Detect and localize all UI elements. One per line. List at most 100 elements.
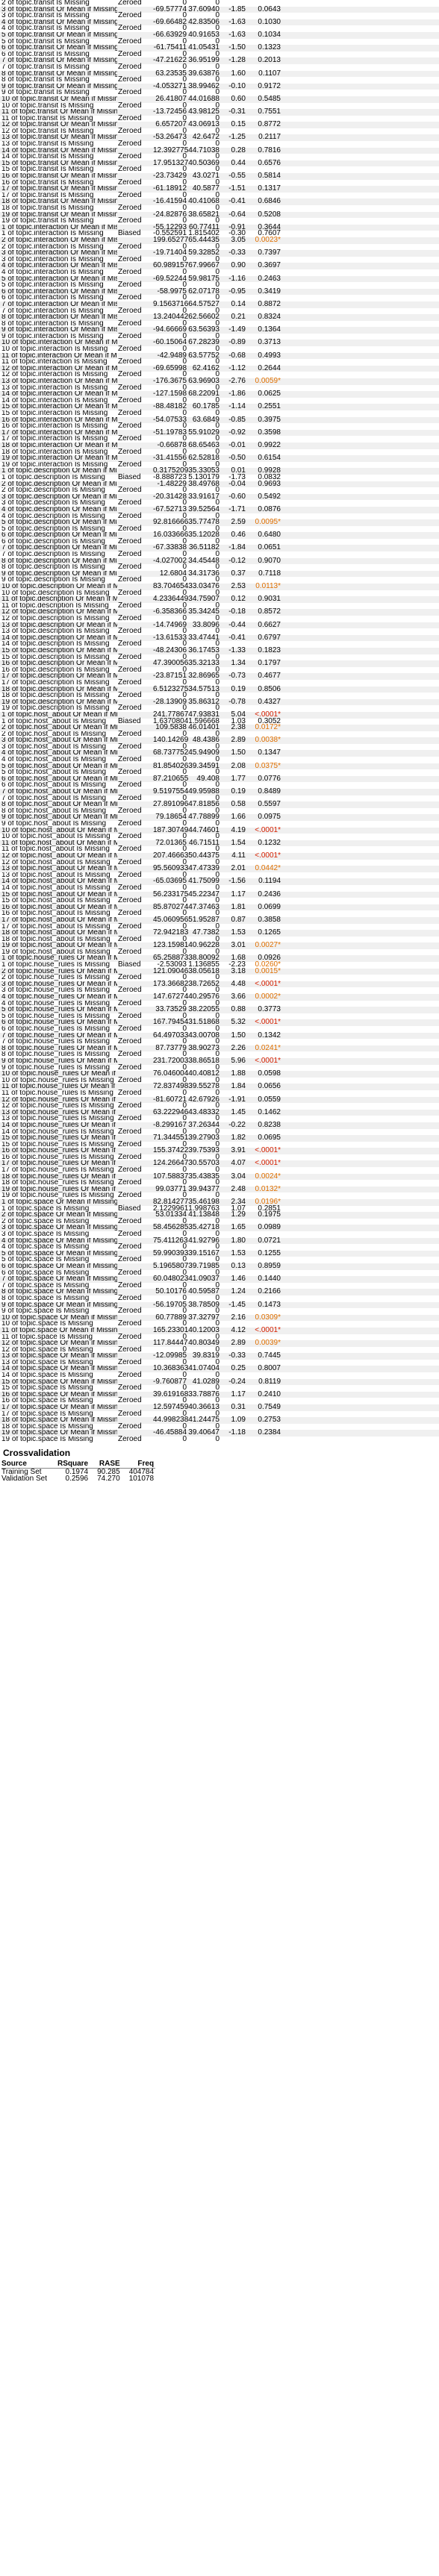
term-cell: 8 of topic.host_about Or Mean if Missing	[1, 801, 117, 808]
term-cell: 4 of topic.interaction Is Missing	[1, 269, 104, 276]
estimate-cell: 60.77889	[155, 1313, 187, 1322]
term-cell: 6 of topic.interaction Or Mean if Missin…	[1, 288, 117, 296]
table-row: 3 of topic.space Or Mean if Missing 58.45…	[0, 1224, 439, 1231]
table-row: 12 of topic.transit Is Missing Zeroed 0 0	[0, 128, 439, 135]
estimate-cell: -0.552591	[153, 229, 187, 238]
std-error-cell: 62.07178	[188, 287, 220, 296]
p-value-cell: 0.8506	[258, 684, 281, 693]
estimate-cell: 0	[182, 178, 187, 187]
term-cell: 14 of topic.host_about Or Mean if Missin…	[1, 878, 117, 885]
table-row: 8 of topic.transit Or Mean if Missing 63.…	[0, 69, 439, 78]
t-ratio-cell: 3.91	[231, 1146, 246, 1155]
std-error-cell: 0	[215, 1357, 220, 1366]
term-cell: 17 of topic.space Or Mean if Missing	[1, 1404, 117, 1411]
term-cell: 3 of topic.host_about Or Mean if Missing	[1, 737, 117, 744]
estimate-cell: 2.1229961	[153, 1204, 189, 1213]
t-ratio-cell: 0.44	[231, 158, 246, 167]
table-row: 16 of topic.interaction Is Missing Zeroed…	[0, 422, 439, 430]
term-cell: 18 of topic.space Is Missing	[1, 1423, 93, 1431]
std-error-cell: 0	[215, 1409, 220, 1418]
bias-cell: Zeroed	[118, 37, 142, 46]
bias-cell: Zeroed	[118, 216, 142, 225]
table-row: 8 of topic.house_rules Is Missing Zeroed 0…	[0, 1051, 439, 1058]
term-cell: 5 of topic.host_about Is Missing	[1, 769, 107, 776]
table-row: 19 of topic.house_rules Or Mean if Missi…	[0, 1184, 439, 1193]
std-error-cell: 42.6472	[192, 133, 220, 142]
term-cell: 11 of topic.space Or Mean if Missing	[1, 1327, 117, 1334]
estimate-cell: -69.57774	[153, 4, 187, 13]
term-cell: 16 of topic.host_about Or Mean if Missin…	[1, 904, 117, 911]
estimate-cell: 33.73529	[155, 1005, 187, 1014]
table-row: 1 of topic.description Is Missing Biased -…	[0, 472, 439, 481]
bias-cell: Zeroed	[118, 242, 142, 251]
table-row: 18 of topic.house_rules Or Mean if Missi…	[0, 1172, 439, 1181]
table-row: 5 of topic.description Or Mean if Missin…	[0, 519, 439, 526]
table-row: 10 of topic.interaction Is Missing Zeroed…	[0, 346, 439, 353]
col-header-freq[interactable]: Freq	[121, 1459, 156, 1469]
col-header-source[interactable]: Source	[1, 1459, 50, 1469]
term-cell: 4 of topic.host_about Or Mean if Missing	[1, 750, 117, 757]
p-value-cell: 0.1323	[258, 43, 281, 52]
estimate-cell: 0	[182, 140, 187, 149]
crossvalidation-title[interactable]: Crossvalidation	[3, 1447, 71, 1458]
t-ratio-cell: 4.07	[231, 1159, 246, 1168]
std-error-cell: 0	[215, 1063, 220, 1072]
bias-cell: Biased	[118, 472, 141, 481]
term-cell: 9 of topic.description Is Missing	[1, 577, 105, 584]
table-row: 6 of topic.space Is Missing Zeroed 0 0	[0, 1269, 439, 1277]
estimate-cell: 81.854026	[153, 761, 189, 770]
estimate-cell: 0	[182, 1409, 187, 1418]
std-error-cell: 0	[215, 665, 220, 674]
t-ratio-cell: 4.48	[231, 979, 246, 988]
term-cell: 10 of topic.transit Is Missing	[1, 102, 94, 110]
std-error-cell: 0	[215, 627, 220, 636]
estimate-cell: 0	[182, 819, 187, 828]
estimate-cell: 12.6804	[159, 569, 187, 578]
term-cell: 8 of topic.house_rules Or Mean if Missin…	[1, 1045, 117, 1052]
p-value-cell: 0.1255	[258, 1248, 281, 1257]
estimate-cell: 165.23301	[153, 1325, 189, 1334]
term-cell: 7 of topic.transit Or Mean if Missing	[1, 57, 117, 64]
t-ratio-cell: -0.01	[228, 440, 246, 449]
estimate-cell: -69.52244	[153, 274, 187, 283]
bias-cell: Zeroed	[118, 0, 142, 7]
std-error-cell: 0	[215, 640, 220, 648]
std-error-cell: 64.57527	[188, 299, 220, 308]
estimate-cell: 99.03771	[155, 1184, 187, 1193]
std-error-cell: 40.59587	[188, 1287, 220, 1296]
std-error-cell: 0	[215, 678, 220, 687]
col-header-rase[interactable]: RASE	[90, 1459, 122, 1469]
std-error-cell: 44.74601	[188, 825, 220, 834]
std-error-cell: 0	[215, 601, 220, 610]
term-cell: 16 of topic.host_about Is Missing	[1, 910, 110, 917]
std-error-cell: 31.51868	[188, 1018, 220, 1027]
bias-cell: Zeroed	[118, 973, 142, 982]
estimate-cell: 0	[182, 319, 187, 328]
p-value-cell: 0.2463	[258, 274, 281, 283]
bias-cell: Zeroed	[118, 1152, 142, 1161]
std-error-cell: 0	[215, 370, 220, 379]
std-error-cell: 68.22091	[188, 390, 220, 398]
col-header-rsquare[interactable]: RSquare	[49, 1459, 90, 1469]
term-cell: 17 of topic.host_about Or Mean if Missin…	[1, 916, 117, 924]
table-row: 1 of topic.interaction Is Missing Biased -…	[0, 229, 439, 238]
estimate-cell: 56.233175	[153, 890, 189, 898]
table-row: 9 of topic.space Is Missing Zeroed 0 0	[0, 1307, 439, 1315]
term-cell: 17 of topic.description Is Missing	[1, 679, 110, 687]
p-value-cell: 0.6576	[258, 158, 281, 167]
std-error-cell: 33.78876	[188, 1389, 220, 1398]
term-cell: 7 of topic.transit Is Missing	[1, 63, 90, 71]
t-ratio-cell: -0.78	[228, 697, 246, 706]
term-cell: 18 of topic.interaction Is Missing	[1, 448, 108, 456]
t-ratio-cell: 4.11	[231, 851, 246, 860]
table-row: 10 of topic.house_rules Is Missing Zeroed…	[0, 1076, 439, 1084]
std-error-cell: 35.34245	[188, 607, 220, 616]
table-row: 10 of topic.space Is Missing Zeroed 0 0	[0, 1320, 439, 1328]
t-ratio-cell: 1.50	[231, 748, 246, 757]
crossvalidation-header-row: Source RSquare RASE Freq	[1, 1459, 156, 1469]
table-row: 4 of topic.host_about Or Mean if Missing…	[0, 748, 439, 757]
estimate-cell: 63.222946	[153, 1107, 189, 1116]
estimate-cell: 0	[182, 550, 187, 559]
estimate-cell: 0	[182, 1422, 187, 1431]
term-cell: 10 of topic.description Is Missing	[1, 590, 110, 597]
